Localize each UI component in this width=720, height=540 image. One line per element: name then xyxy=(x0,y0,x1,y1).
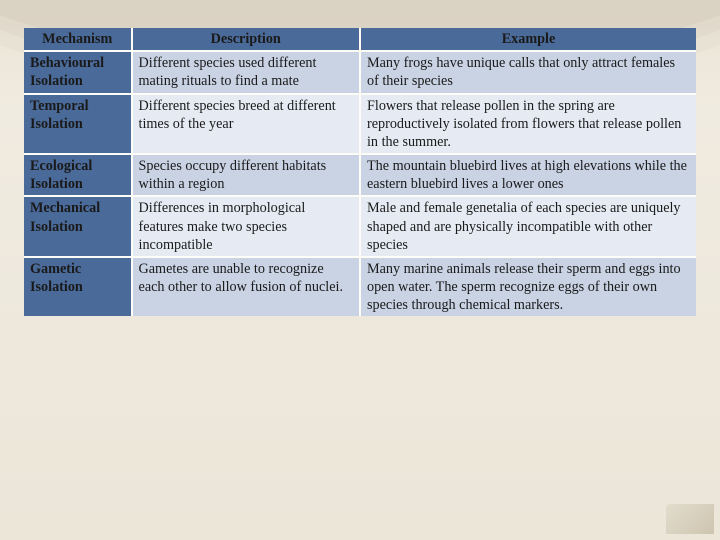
cell-mechanism: Behavioural Isolation xyxy=(24,51,132,93)
cell-description: Different species breed at different tim… xyxy=(132,94,360,155)
cell-example: The mountain bluebird lives at high elev… xyxy=(360,154,696,196)
cell-description: Species occupy different habitats within… xyxy=(132,154,360,196)
cell-mechanism: Mechanical Isolation xyxy=(24,196,132,257)
corner-decoration xyxy=(666,504,714,534)
cell-example: Male and female genetalia of each specie… xyxy=(360,196,696,257)
table-row: Gametic Isolation Gametes are unable to … xyxy=(24,257,696,317)
col-header-description: Description xyxy=(132,28,360,51)
cell-example: Flowers that release pollen in the sprin… xyxy=(360,94,696,155)
col-header-mechanism: Mechanism xyxy=(24,28,132,51)
isolation-mechanisms-table: Mechanism Description Example Behavioura… xyxy=(24,28,696,316)
table-row: Behavioural Isolation Different species … xyxy=(24,51,696,93)
col-header-example: Example xyxy=(360,28,696,51)
table-row: Ecological Isolation Species occupy diff… xyxy=(24,154,696,196)
cell-description: Differences in morphological features ma… xyxy=(132,196,360,257)
cell-mechanism: Ecological Isolation xyxy=(24,154,132,196)
table-header-row: Mechanism Description Example xyxy=(24,28,696,51)
table-row: Mechanical Isolation Differences in morp… xyxy=(24,196,696,257)
cell-mechanism: Temporal Isolation xyxy=(24,94,132,155)
cell-description: Gametes are unable to recognize each oth… xyxy=(132,257,360,317)
cell-example: Many marine animals release their sperm … xyxy=(360,257,696,317)
table-container: Mechanism Description Example Behavioura… xyxy=(24,28,696,512)
cell-example: Many frogs have unique calls that only a… xyxy=(360,51,696,93)
table-row: Temporal Isolation Different species bre… xyxy=(24,94,696,155)
cell-description: Different species used different mating … xyxy=(132,51,360,93)
cell-mechanism: Gametic Isolation xyxy=(24,257,132,317)
